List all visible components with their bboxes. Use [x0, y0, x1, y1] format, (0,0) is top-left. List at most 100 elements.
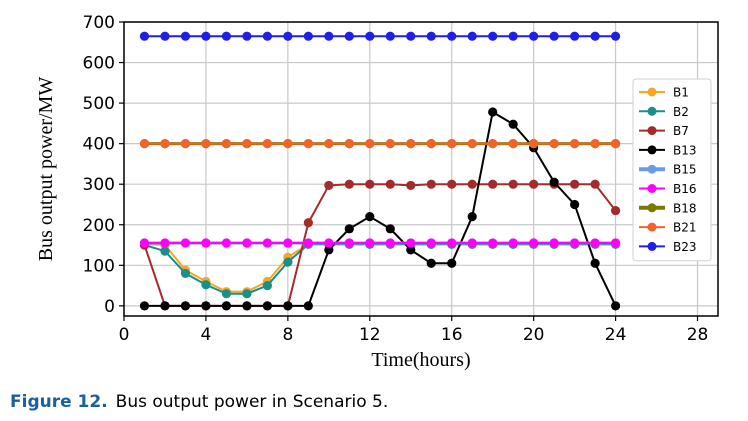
data-point-b16 — [242, 238, 252, 248]
legend-item: B18 — [639, 201, 697, 215]
y-axis-label: Bus output power/MW — [35, 77, 57, 262]
data-point-b16 — [365, 238, 375, 248]
data-point-b21 — [242, 139, 252, 149]
x-tick-label: 4 — [201, 325, 212, 345]
plot-frame — [123, 21, 719, 317]
series-line-b1 — [144, 243, 616, 293]
data-point-b13 — [385, 224, 395, 234]
legend-swatch-marker — [647, 222, 657, 232]
data-point-b16 — [488, 238, 498, 248]
data-point-b16 — [180, 238, 191, 248]
data-point-b2 — [201, 280, 211, 290]
data-point-b16 — [283, 238, 293, 248]
data-point-b21 — [180, 139, 191, 149]
data-point-b16 — [549, 238, 559, 248]
data-point-b13 — [242, 301, 252, 311]
data-point-b23 — [590, 31, 600, 41]
data-point-b23 — [262, 31, 272, 41]
data-point-b21 — [488, 139, 498, 149]
data-point-b13 — [488, 107, 498, 117]
series-group — [139, 31, 621, 311]
data-point-b21 — [467, 139, 477, 149]
data-point-b7 — [324, 180, 334, 191]
data-point-b23 — [426, 31, 436, 41]
data-point-b7 — [488, 179, 498, 189]
y-tick-label: 200 — [83, 216, 115, 236]
data-point-b21 — [385, 139, 395, 149]
data-point-b7 — [406, 180, 416, 191]
data-point-b2 — [180, 268, 191, 279]
data-point-b7 — [344, 179, 354, 189]
legend-item: B7 — [639, 124, 689, 138]
data-point-b21 — [201, 139, 211, 149]
legend-label: B7 — [673, 124, 689, 138]
data-point-b7 — [508, 179, 518, 189]
data-point-b16 — [160, 238, 170, 248]
caption-text: Bus output power in Scenario 5. — [115, 392, 389, 412]
data-point-b13 — [447, 258, 457, 268]
legend-label: B18 — [673, 201, 697, 215]
legend-label: B21 — [673, 221, 697, 235]
x-tick-label: 20 — [523, 325, 545, 345]
data-point-b7 — [303, 218, 313, 228]
data-point-b23 — [610, 31, 621, 41]
data-point-b21 — [529, 139, 539, 149]
x-tick-label: 0 — [119, 325, 130, 345]
y-tick-label: 300 — [83, 175, 115, 195]
bus-output-chart: 0 4 8 12 16 20 24 28 0 100 200 300 400 500 600 700 Time… — [35, 13, 719, 371]
legend-item: B23 — [639, 240, 697, 254]
data-point-b16 — [385, 238, 395, 248]
x-axis-label: Time(hours) — [371, 349, 470, 371]
data-point-b7 — [570, 179, 580, 189]
legend-label: B2 — [673, 105, 689, 119]
legend-item: B13 — [639, 143, 697, 157]
grid — [123, 21, 718, 316]
data-point-b21 — [262, 139, 272, 149]
data-point-b23 — [283, 31, 293, 41]
legend-swatch-marker — [647, 145, 657, 155]
data-point-b23 — [160, 31, 170, 41]
data-point-b21 — [508, 139, 518, 149]
data-point-b21 — [406, 139, 416, 149]
data-point-b23 — [406, 31, 416, 41]
data-point-b13 — [180, 301, 191, 311]
series-b13 — [139, 107, 621, 311]
legend: B1 B2 B7 B13 B15 B16 B18 B21 B23 — [632, 78, 712, 262]
y-tick-label: 500 — [83, 94, 115, 114]
x-tick-label: 8 — [282, 325, 293, 345]
data-point-b13 — [610, 301, 621, 311]
y-tick-label: 600 — [83, 54, 115, 74]
data-point-b21 — [610, 139, 621, 149]
legend-box — [632, 78, 712, 262]
data-point-b13 — [303, 301, 313, 311]
series-b21 — [139, 139, 621, 149]
data-point-b13 — [508, 119, 518, 129]
data-point-b23 — [529, 31, 539, 41]
data-point-b7 — [610, 205, 621, 216]
series-b2 — [139, 239, 621, 299]
data-point-b23 — [344, 31, 354, 41]
legend-item: B15 — [639, 163, 697, 177]
legend-label: B16 — [673, 182, 697, 196]
data-point-b13 — [324, 245, 334, 255]
data-point-b7 — [590, 179, 600, 189]
data-point-b23 — [365, 31, 375, 41]
series-b23 — [139, 31, 621, 41]
legend-item: B16 — [639, 182, 697, 196]
x-tick-label: 28 — [687, 325, 709, 345]
data-point-b23 — [324, 31, 334, 41]
data-point-b7 — [385, 179, 395, 189]
data-point-b23 — [201, 31, 211, 41]
data-point-b16 — [570, 238, 580, 248]
data-point-b16 — [344, 238, 354, 248]
legend-swatch-marker — [647, 241, 657, 251]
data-point-b21 — [549, 139, 559, 149]
data-point-b23 — [447, 31, 457, 41]
data-point-b16 — [529, 238, 539, 248]
data-point-b21 — [324, 139, 334, 149]
data-point-b16 — [426, 238, 436, 248]
data-point-b23 — [385, 31, 395, 41]
data-point-b2 — [242, 289, 252, 299]
data-point-b16 — [139, 238, 150, 248]
legend-label: B23 — [673, 240, 697, 254]
